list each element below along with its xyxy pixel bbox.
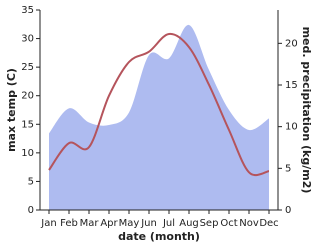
y-tick-label: 0 (28, 205, 34, 216)
y-tick-label: 30 (21, 34, 34, 45)
x-tick-label: Mar (80, 218, 100, 229)
x-tick-label: Sep (200, 218, 219, 229)
y2-tick-label: 5 (285, 163, 291, 174)
x-tick-label: Dec (259, 218, 278, 229)
x-tick-label: Nov (239, 218, 259, 229)
y-tick-label: 15 (21, 119, 34, 130)
x-axis-label: date (month) (118, 230, 200, 243)
y-tick-label: 25 (21, 62, 34, 73)
y-tick-label: 10 (21, 148, 34, 159)
x-tick-label: Oct (220, 218, 237, 229)
x-tick-label: Feb (60, 218, 78, 229)
y-tick-label: 5 (28, 176, 34, 187)
x-tick-label: Jun (140, 218, 157, 229)
y2-tick-label: 0 (285, 205, 291, 216)
x-tick-label: May (119, 218, 140, 229)
x-tick-label: Jan (40, 218, 56, 229)
x-tick-label: Aug (179, 218, 199, 229)
y-axis-label: max temp (C) (5, 68, 18, 152)
y2-tick-label: 10 (285, 122, 298, 133)
x-tick-label: Jul (162, 218, 175, 229)
y-tick-label: 35 (21, 5, 34, 16)
precipitation-area (49, 24, 269, 210)
x-tick-label: Apr (100, 218, 118, 229)
y2-axis-label: med. precipitation (kg/m2) (300, 27, 313, 194)
y2-tick-label: 20 (285, 38, 298, 49)
y-tick-label: 20 (21, 91, 34, 102)
temperature-line (48, 32, 270, 177)
y2-tick-label: 15 (285, 80, 298, 91)
